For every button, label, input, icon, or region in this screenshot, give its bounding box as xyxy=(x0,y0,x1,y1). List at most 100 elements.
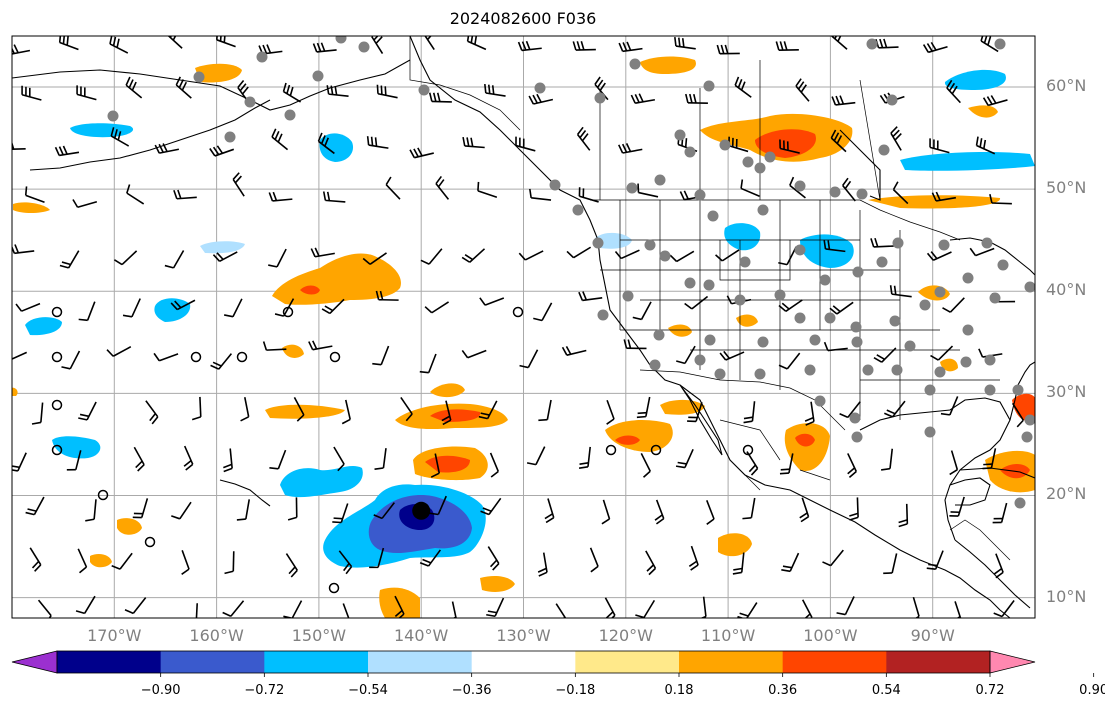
border-mexico-states xyxy=(719,419,831,491)
wind-barb xyxy=(926,251,952,261)
wind-barb xyxy=(618,41,643,53)
wind-barb xyxy=(775,41,799,51)
positive-anomaly-sw-us xyxy=(668,324,692,337)
wind-barb xyxy=(823,341,848,352)
wind-barb xyxy=(338,550,353,575)
negative-anomaly-bc xyxy=(595,232,632,249)
calm-circle xyxy=(328,582,340,594)
wind-barb xyxy=(742,497,756,520)
station-dot xyxy=(644,239,656,251)
colorbar-tick-label: 0.90 xyxy=(1079,683,1105,698)
wind-barb xyxy=(873,347,897,363)
coast-aleutians xyxy=(29,99,271,171)
wind-barb xyxy=(578,187,599,203)
wind-barb xyxy=(333,446,345,472)
wind-barb xyxy=(674,36,696,50)
wind-barb xyxy=(285,553,298,578)
wind-barb xyxy=(829,301,854,315)
station-dot xyxy=(924,384,936,396)
wind-barb xyxy=(954,601,962,618)
wind-barb xyxy=(409,147,434,159)
station-dot xyxy=(934,286,946,298)
colorbar-segment xyxy=(57,651,162,673)
station-dot xyxy=(654,174,666,186)
wind-barb xyxy=(822,549,844,567)
wind-barb xyxy=(222,600,245,617)
wind-barb xyxy=(635,599,656,618)
wind-barb xyxy=(890,126,902,151)
wind-barb xyxy=(831,36,848,50)
station-dot xyxy=(804,364,816,376)
wind-barb xyxy=(25,496,45,516)
calm-circle xyxy=(329,351,341,363)
station-dot xyxy=(878,144,890,156)
wind-barb xyxy=(317,132,335,155)
station-dot xyxy=(1021,431,1033,443)
negative-anomaly-w xyxy=(25,317,62,336)
station-dot xyxy=(934,366,946,378)
wind-barb xyxy=(561,345,587,356)
wind-barb xyxy=(839,401,861,419)
wind-barb xyxy=(637,183,659,198)
lon-tick-label: 110°W xyxy=(700,626,756,645)
station-dot xyxy=(886,94,898,106)
calm-circle xyxy=(650,444,662,456)
wind-barb xyxy=(430,453,441,478)
colorbar-tick-label: −0.72 xyxy=(244,683,285,698)
wind-barb xyxy=(931,191,956,202)
coastlines xyxy=(12,36,1035,618)
station-dot xyxy=(1024,414,1035,426)
station-dot xyxy=(851,336,863,348)
wind-barb xyxy=(271,128,289,151)
wind-barb xyxy=(779,453,794,475)
wind-barb xyxy=(293,396,305,422)
positive-anomaly-w-canada xyxy=(868,195,1001,209)
wind-barb xyxy=(72,199,98,209)
station-dot xyxy=(703,80,715,92)
wind-barb xyxy=(519,349,539,369)
lon-tick-label: 140°W xyxy=(394,626,449,645)
wind-barb xyxy=(173,189,197,200)
station-dot xyxy=(284,109,296,121)
positive-anomaly-gulf-core xyxy=(795,433,815,447)
station-dot xyxy=(335,36,347,44)
station-dot xyxy=(757,336,769,348)
wind-barb xyxy=(992,502,1008,524)
station-dot xyxy=(919,299,931,311)
station-dot xyxy=(824,312,836,324)
station-dot xyxy=(674,129,686,141)
positive-anomaly-mexico-core xyxy=(615,435,640,445)
wind-barb xyxy=(375,290,399,301)
wind-barb xyxy=(212,251,238,262)
wind-barb xyxy=(847,453,858,478)
wind-barb xyxy=(282,82,302,103)
wind-barb xyxy=(623,339,647,350)
negative-anomaly-rockies xyxy=(724,223,761,251)
coast-baja xyxy=(679,384,723,456)
station-dot xyxy=(814,395,826,407)
station-dot xyxy=(794,244,806,256)
lat-tick-label: 20°N xyxy=(1046,484,1087,504)
station-dot xyxy=(981,237,993,249)
wind-barb xyxy=(106,346,132,357)
wind-barb xyxy=(269,449,287,470)
wind-barb xyxy=(884,400,906,418)
wind-barb xyxy=(170,299,196,311)
wind-barb xyxy=(929,138,950,154)
station-dot xyxy=(684,146,696,158)
positive-anomaly-sw-us2 xyxy=(736,314,758,327)
wind-barb xyxy=(262,341,287,351)
station-dot xyxy=(764,151,776,163)
wind-barb xyxy=(12,351,28,360)
wind-barb xyxy=(484,83,506,97)
station-dot xyxy=(649,359,661,371)
wind-barb xyxy=(538,399,552,422)
border-alaska-canada xyxy=(409,36,521,131)
wind-barb xyxy=(883,553,898,575)
negative-anomaly-central xyxy=(200,241,245,254)
wind-barb xyxy=(113,250,138,266)
wind-barb xyxy=(606,399,615,425)
negative-anomaly-west xyxy=(280,466,363,498)
lon-tick-label: 170°W xyxy=(87,626,142,645)
